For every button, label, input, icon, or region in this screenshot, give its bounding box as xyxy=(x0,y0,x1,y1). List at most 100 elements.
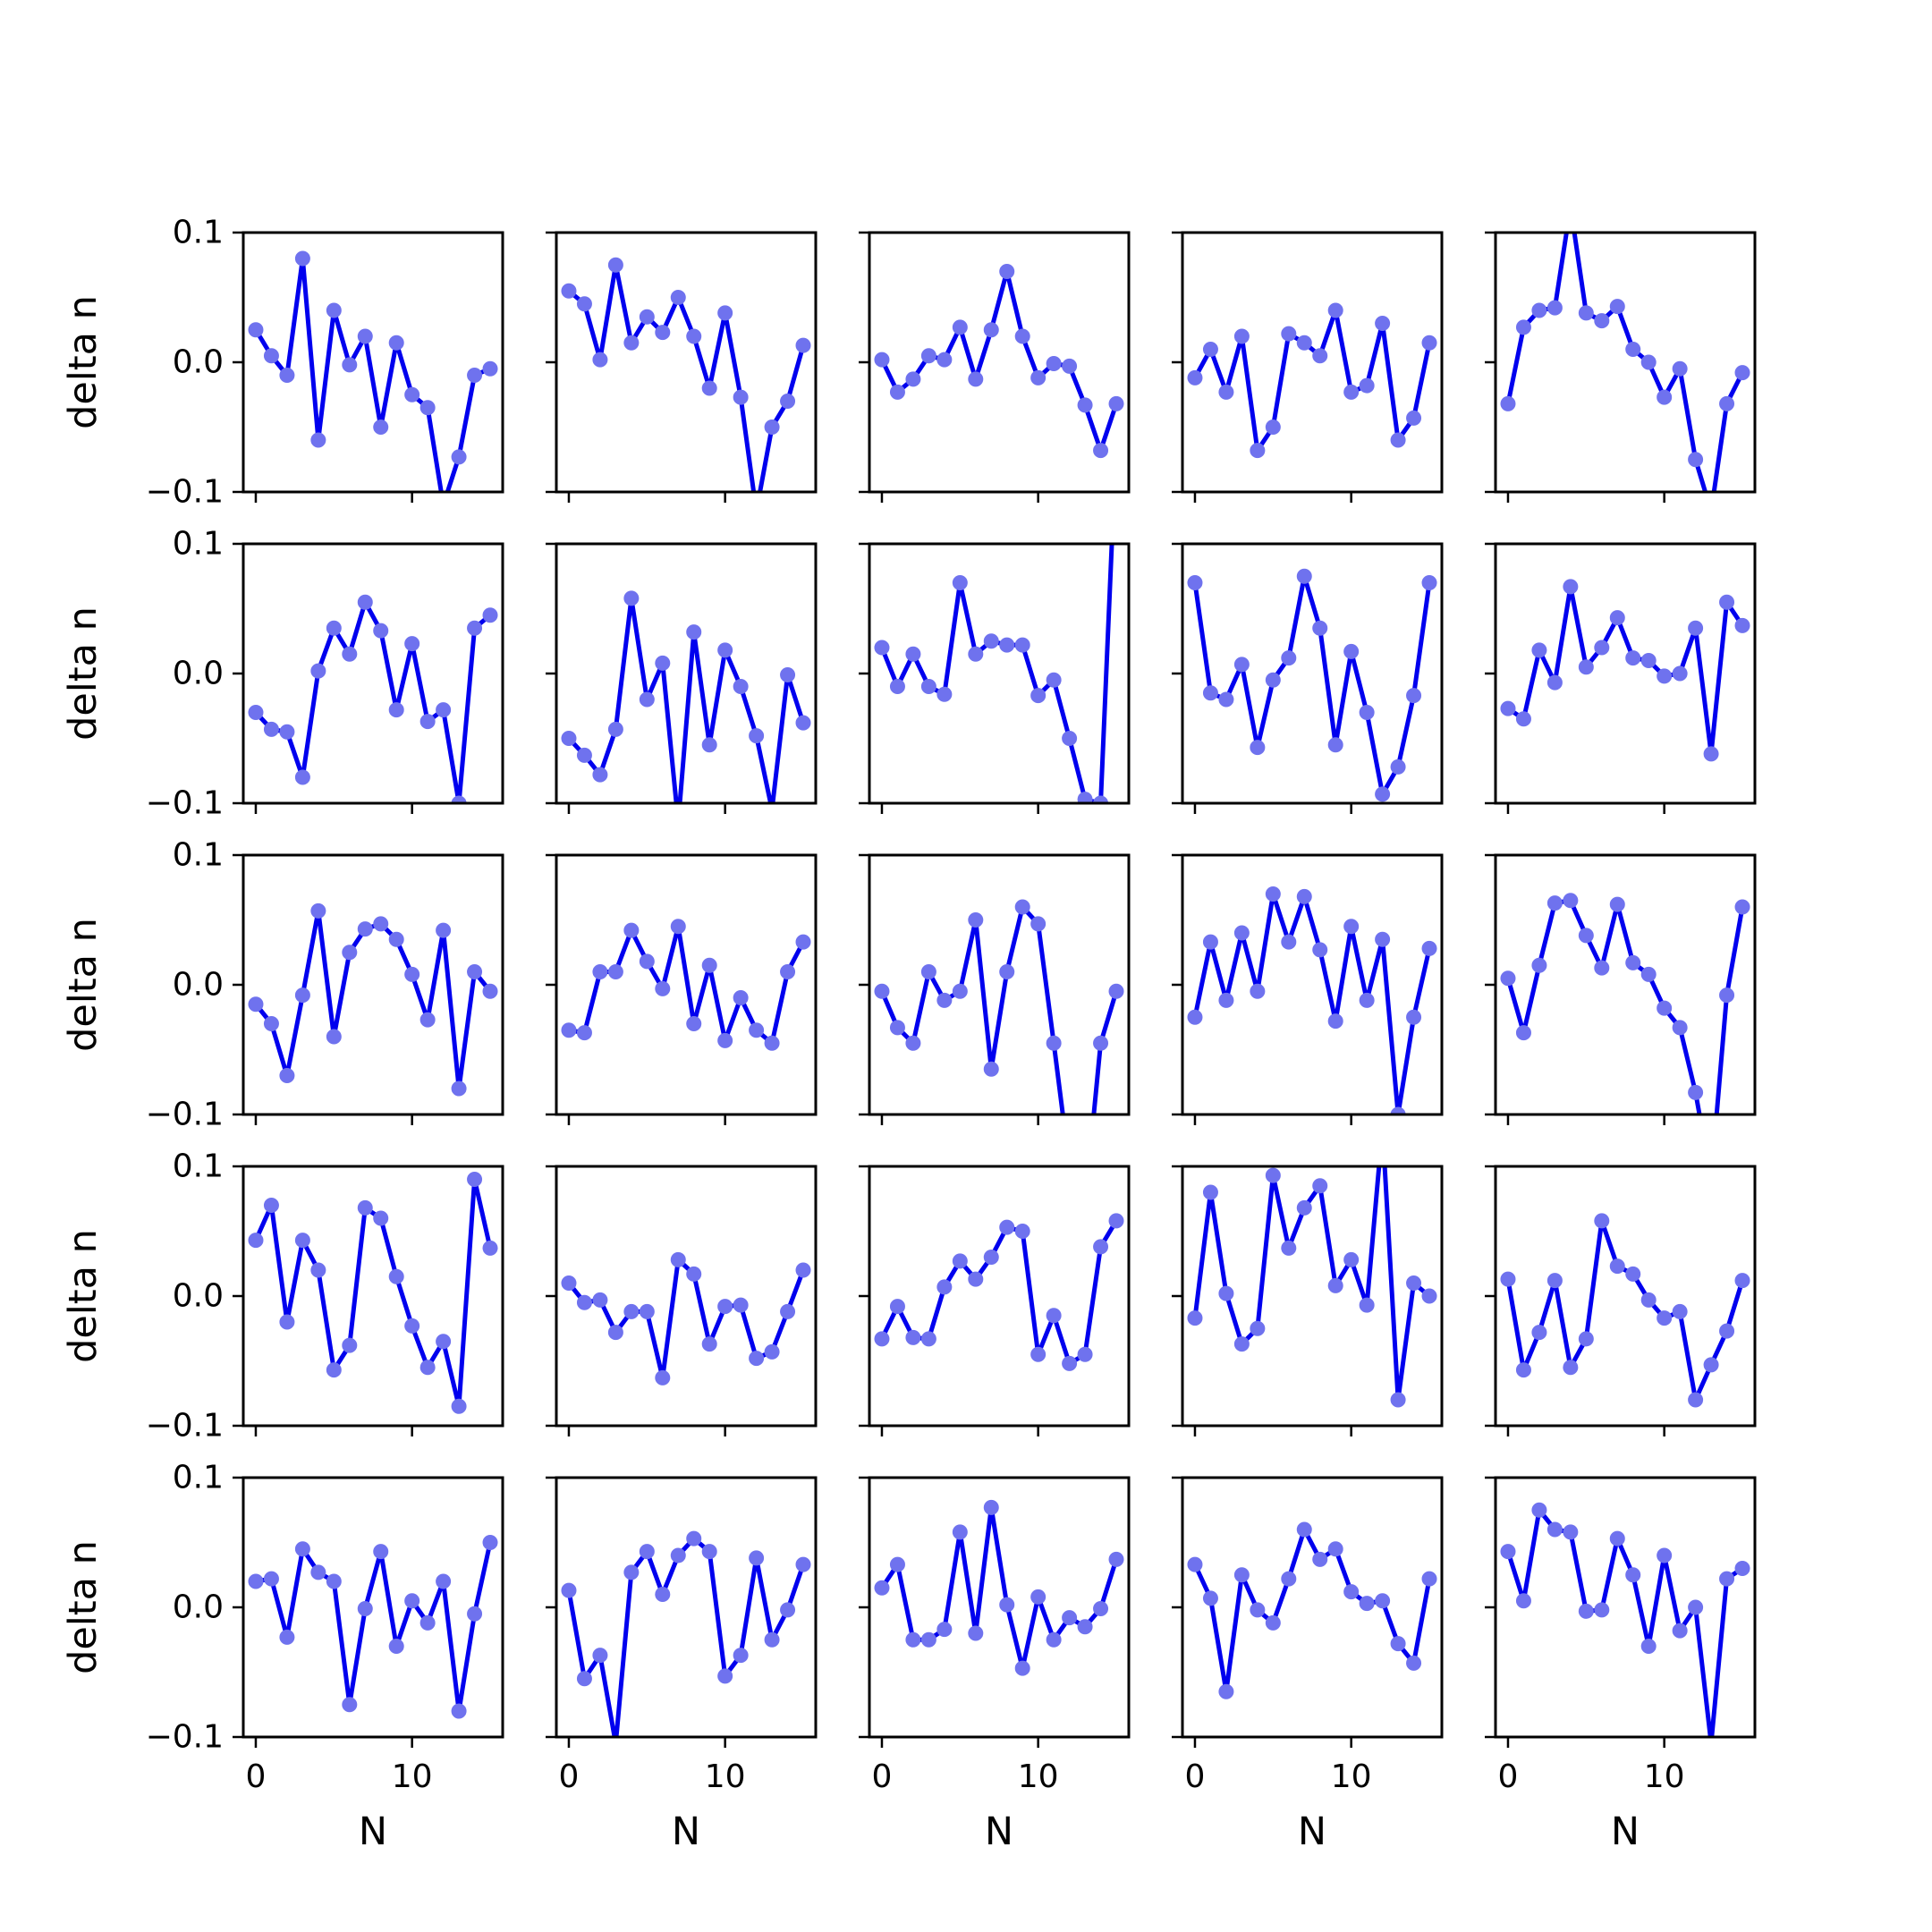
data-point xyxy=(686,1266,702,1282)
plot-area xyxy=(248,1172,498,1414)
data-point xyxy=(263,1198,279,1213)
data-point xyxy=(1077,1619,1093,1635)
data-point xyxy=(733,679,749,694)
data-point xyxy=(357,1600,373,1616)
data-point xyxy=(1093,1239,1109,1255)
data-point xyxy=(1327,1277,1343,1293)
data-point xyxy=(1046,355,1062,371)
data-point xyxy=(686,328,702,344)
x-tick-label: 0 xyxy=(872,1758,893,1795)
data-point xyxy=(1609,896,1625,912)
data-point xyxy=(905,1035,921,1051)
x-tick-label: 10 xyxy=(705,1758,746,1795)
data-point xyxy=(1359,705,1375,720)
data-point xyxy=(952,575,968,590)
y-tick-label: 0.1 xyxy=(173,1148,224,1185)
data-point xyxy=(1421,575,1437,590)
data-point xyxy=(1046,1035,1062,1051)
data-point xyxy=(655,1587,671,1602)
subplot xyxy=(546,1165,818,1436)
subplot: 0.1 0.0 −0.1 0 10 xyxy=(146,1460,504,1795)
data-point xyxy=(920,1631,936,1648)
data-point xyxy=(795,934,811,950)
data-point xyxy=(1734,899,1750,915)
data-point xyxy=(1327,302,1343,318)
data-point xyxy=(1390,432,1406,448)
data-point xyxy=(1312,1178,1328,1194)
data-point xyxy=(451,1080,467,1097)
data-point xyxy=(326,1362,342,1378)
plot-area xyxy=(248,902,498,1097)
data-point xyxy=(1719,1571,1735,1587)
data-point xyxy=(1688,620,1704,636)
data-point xyxy=(1062,1610,1078,1626)
data-point xyxy=(592,964,608,979)
data-point xyxy=(1421,335,1437,351)
data-point xyxy=(1625,342,1641,357)
data-point xyxy=(1046,1631,1062,1648)
data-point xyxy=(1688,1084,1704,1100)
subplot xyxy=(1485,853,1757,1125)
y-tick-label: −0.1 xyxy=(146,1408,224,1445)
data-point xyxy=(561,1582,577,1598)
data-point xyxy=(1594,960,1610,976)
data-point xyxy=(1421,940,1437,956)
series-line xyxy=(879,1218,1119,1366)
data-point xyxy=(451,1703,467,1719)
data-point xyxy=(701,380,717,396)
plot-area xyxy=(248,1535,498,1719)
data-point xyxy=(1233,1567,1250,1583)
data-point xyxy=(1546,1521,1563,1538)
data-point xyxy=(326,1573,342,1589)
data-point xyxy=(639,691,655,708)
data-point xyxy=(764,1035,780,1051)
y-tick-label: 0.0 xyxy=(173,344,224,381)
data-point xyxy=(1390,1106,1406,1114)
data-point xyxy=(874,983,890,999)
series-line xyxy=(879,544,1114,803)
data-point xyxy=(1030,369,1046,386)
data-point xyxy=(388,1268,404,1284)
data-point xyxy=(436,1334,452,1350)
data-point xyxy=(592,1292,608,1308)
data-point xyxy=(1563,893,1579,909)
data-point xyxy=(983,1061,999,1077)
data-point xyxy=(764,1343,780,1360)
data-point xyxy=(655,655,671,671)
y-tick-label: 0.1 xyxy=(173,1460,224,1496)
data-point xyxy=(1187,1310,1203,1326)
plot-area xyxy=(1187,302,1437,459)
plot-area xyxy=(561,257,811,492)
data-point xyxy=(1672,1303,1688,1319)
subplot xyxy=(1485,1165,1757,1436)
data-point xyxy=(1077,397,1093,413)
data-point xyxy=(373,1544,389,1560)
data-point xyxy=(936,352,953,368)
data-point xyxy=(576,1671,592,1687)
data-point xyxy=(717,305,733,321)
data-point xyxy=(419,1614,436,1631)
series-line xyxy=(566,262,806,492)
data-point xyxy=(263,1016,279,1031)
data-point xyxy=(1296,1521,1312,1538)
y-axis-label: delta n xyxy=(61,606,106,741)
data-point xyxy=(1734,1561,1750,1576)
data-point xyxy=(1359,377,1375,394)
data-point xyxy=(436,702,452,718)
series-line xyxy=(566,596,806,803)
data-point xyxy=(561,1022,577,1038)
data-point xyxy=(1734,1273,1750,1289)
series-line xyxy=(1505,233,1745,492)
data-point xyxy=(780,1303,796,1319)
data-point xyxy=(1014,328,1030,344)
data-point xyxy=(655,980,671,996)
data-point xyxy=(1578,1603,1594,1619)
data-point xyxy=(1327,737,1343,753)
data-point xyxy=(388,931,404,947)
data-point xyxy=(1202,934,1218,950)
data-point xyxy=(310,1262,326,1278)
subplot xyxy=(859,542,1131,814)
data-point xyxy=(999,1597,1015,1613)
data-point xyxy=(1265,1614,1281,1631)
data-point xyxy=(1531,642,1547,658)
